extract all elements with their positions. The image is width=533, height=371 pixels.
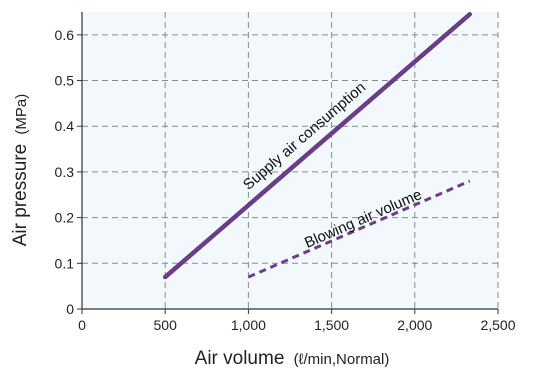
x-tick-label: 0 xyxy=(78,317,86,333)
y-tick-label: 0.3 xyxy=(55,164,75,180)
y-axis-unit: (MPa) xyxy=(13,94,30,135)
y-tick-label: 0.6 xyxy=(55,27,75,43)
x-tick-label: 1,500 xyxy=(314,317,349,333)
x-axis-unit: (ℓ/min,Normal) xyxy=(294,351,390,368)
x-tick-label: 1,000 xyxy=(231,317,266,333)
y-tick-label: 0.2 xyxy=(55,210,75,226)
y-axis-title: Air pressure (MPa) xyxy=(10,94,31,247)
y-tick-label: 0 xyxy=(66,301,74,317)
y-tick-label: 0.5 xyxy=(55,73,75,89)
x-tick-label: 2,500 xyxy=(480,317,515,333)
x-tick-label: 2,000 xyxy=(397,317,432,333)
axes xyxy=(77,12,499,314)
x-axis-title: Air volume (ℓ/min,Normal) xyxy=(195,348,390,369)
series xyxy=(162,12,472,280)
y-tick-label: 0.1 xyxy=(55,255,75,271)
tick-labels: 0 500 1,000 1,500 2,000 2,500 0 0.1 0.2 0.3 0.4 0.5… xyxy=(55,27,516,333)
x-axis-label: Air volume xyxy=(195,348,285,369)
series-line-supply-air-consumption xyxy=(162,12,472,280)
plot-area xyxy=(82,12,498,309)
x-tick-label: 500 xyxy=(154,317,178,333)
series-line-blowing-air-volume xyxy=(247,179,471,279)
y-tick-label: 0.4 xyxy=(55,118,75,134)
y-axis-label: Air pressure xyxy=(10,144,31,246)
